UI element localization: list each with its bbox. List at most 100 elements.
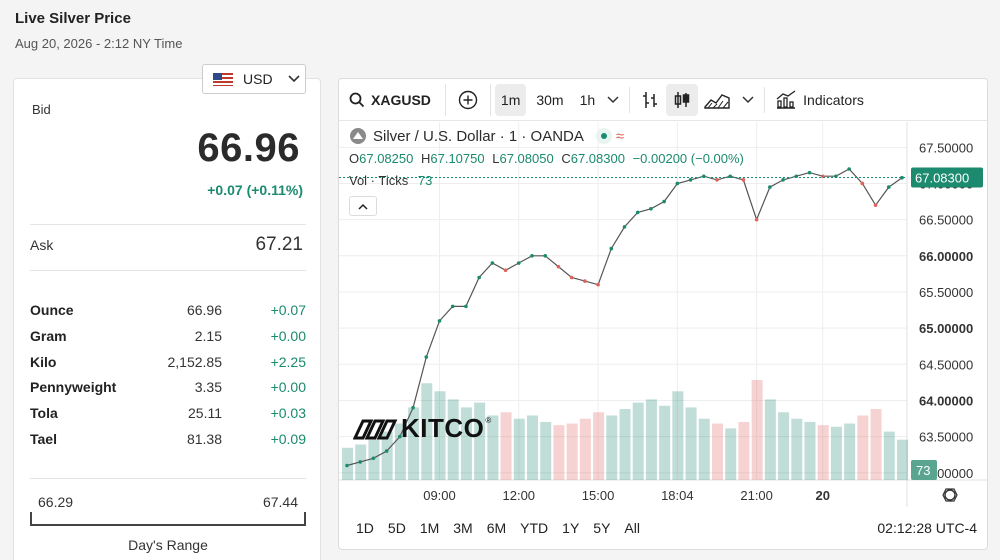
price-point — [450, 304, 455, 309]
bid-value: 66.96 — [197, 126, 300, 170]
current-price-label: 67.08300 — [915, 170, 969, 185]
volume-bar — [579, 418, 591, 480]
volume-bar — [447, 399, 459, 480]
price-point — [807, 170, 812, 175]
range-5d[interactable]: 5D — [387, 520, 406, 536]
market-open-status-icon — [595, 128, 612, 144]
chart-type-dropdown[interactable] — [736, 84, 760, 116]
candles-style-button[interactable] — [666, 83, 699, 116]
price-point — [358, 460, 363, 464]
volume-bar — [857, 415, 869, 480]
silver-symbol-icon — [350, 128, 366, 144]
interval-dropdown[interactable] — [601, 84, 625, 116]
range-6m[interactable]: 6M — [486, 520, 507, 536]
price-point — [437, 319, 442, 323]
volume-bar — [513, 418, 525, 480]
unit-price: 3.35 — [194, 379, 222, 396]
current-price-tag — [911, 167, 983, 188]
volume-bar — [593, 412, 605, 480]
volume-bar — [751, 380, 763, 480]
volume-bar — [460, 407, 472, 480]
unit-row-tael: Tael 81.38 +0.09 — [30, 429, 306, 455]
kitco-bars-icon — [353, 419, 398, 439]
y-tick-label: 67.50000 — [919, 140, 973, 155]
range-5y[interactable]: 5Y — [593, 520, 611, 536]
price-point — [398, 434, 402, 439]
volume-bar — [606, 415, 618, 480]
bid-change: +0.07 (+0.11%) — [207, 182, 303, 198]
price-point — [886, 185, 891, 189]
day-range-bar — [30, 512, 306, 526]
volume-bar — [897, 439, 908, 480]
x-tick-label: 21:00 — [740, 488, 773, 503]
bars-style-button[interactable] — [634, 84, 666, 116]
price-point — [516, 261, 521, 265]
registered-mark: ® — [485, 416, 492, 425]
price-point — [649, 206, 653, 211]
price-point — [688, 178, 693, 182]
chevron-down-icon — [742, 95, 754, 103]
range-1m[interactable]: 1M — [419, 520, 440, 536]
price-point — [411, 405, 415, 410]
price-chart[interactable]: 67.5000067.0000066.5000066.0000065.50000… — [339, 122, 988, 507]
volume-bar — [738, 421, 750, 480]
price-point — [569, 275, 574, 280]
range-ytd[interactable]: YTD — [520, 520, 549, 536]
indicators-button[interactable]: Indicators — [769, 84, 870, 116]
price-point — [583, 279, 587, 283]
unit-price: 81.38 — [186, 430, 222, 447]
volume-bar — [804, 421, 816, 480]
unit-price-table: Ounce 66.96 +0.07 Gram 2.15 +0.00 Kilo 2… — [30, 300, 306, 455]
range-3m[interactable]: 3M — [453, 520, 473, 536]
symbol-search[interactable]: XAGUSD — [343, 83, 446, 116]
price-point — [860, 181, 865, 186]
interval-30m[interactable]: 30m — [536, 91, 564, 108]
volume-bar — [553, 425, 565, 480]
ask-label: Ask — [30, 237, 54, 253]
search-icon — [349, 92, 365, 107]
ohlc-open-value: 67.08250 — [359, 151, 414, 166]
volume-bar — [632, 402, 644, 480]
volume-bar — [764, 399, 776, 480]
range-1d[interactable]: 1D — [356, 520, 374, 536]
unit-name: Kilo — [30, 353, 57, 370]
ohlc-change-value: −0.00200 (−0.00%) — [632, 151, 744, 166]
price-point — [754, 217, 759, 222]
price-point — [675, 181, 680, 186]
range-all[interactable]: All — [624, 520, 640, 536]
unit-change: +0.00 — [270, 379, 306, 396]
price-point — [768, 185, 772, 189]
area-style-button[interactable] — [698, 84, 736, 116]
volume-bar — [500, 412, 512, 480]
x-tick-label: 18:04 — [661, 488, 694, 503]
x-tick-label: 20 — [815, 488, 829, 503]
range-bar: 1D 5D 1M 3M 6M YTD 1Y 5Y All 02:12:28 UT… — [339, 507, 987, 549]
indicators-label: Indicators — [803, 91, 864, 108]
price-point — [635, 210, 640, 215]
price-point — [556, 264, 561, 269]
interval-1h[interactable]: 1h — [579, 91, 596, 108]
indicators-icon — [776, 89, 796, 109]
currency-select[interactable]: USD — [202, 64, 306, 94]
y-tick-label: 66.00000 — [919, 249, 973, 264]
volume-bar — [487, 415, 499, 480]
bars-icon — [643, 91, 658, 108]
range-1y[interactable]: 1Y — [562, 520, 580, 536]
currency-label: USD — [243, 71, 273, 87]
unit-row-tola: Tola 25.11 +0.03 — [30, 403, 306, 429]
unit-change: +0.09 — [270, 430, 306, 447]
compare-symbol-button[interactable] — [446, 83, 491, 116]
us-flag-icon — [213, 72, 233, 86]
interval-1m[interactable]: 1m — [494, 83, 527, 116]
time-display[interactable]: 02:12:28 UTC-4 — [877, 520, 977, 536]
price-panel — [13, 78, 321, 560]
collapse-legend-button[interactable] — [349, 196, 377, 216]
volume-bar — [645, 399, 657, 480]
price-point — [596, 282, 600, 287]
volume-legend-value: 73 — [417, 173, 433, 188]
area-chart-icon — [704, 93, 730, 109]
volume-bar — [817, 425, 829, 480]
unit-row-gram: Gram 2.15 +0.00 — [30, 326, 306, 352]
toolbar-separator — [629, 86, 631, 113]
unit-name: Tael — [30, 430, 57, 447]
